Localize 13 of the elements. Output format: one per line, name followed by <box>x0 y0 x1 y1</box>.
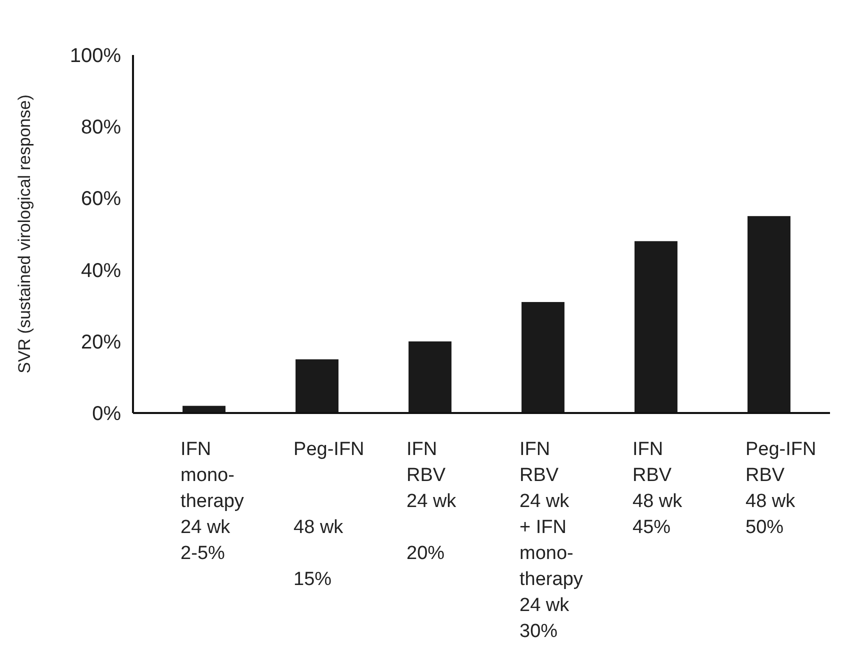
x-tick-label: IFN mono- therapy 24 wk 2-5% <box>180 439 244 564</box>
x-tick-label: IFN RBV 48 wk 45% <box>632 439 683 538</box>
category-label: Peg-IFN 48 wk 15% <box>294 439 364 590</box>
y-tick-label: 100% <box>70 45 122 67</box>
x-tick-label: IFN RBV 24 wk + IFN mono- therapy 24 wk 30% <box>520 439 584 642</box>
category-label: IFN RBV 24 wk 20% <box>406 439 456 564</box>
y-tick-label: 80% <box>80 116 122 139</box>
y-tick-label: 0% <box>92 403 122 425</box>
y-axis-title: SVR (sustained virological response) <box>15 94 34 374</box>
y-tick-label: 20% <box>80 331 122 354</box>
x-tick-label: Peg-IFN RBV 48 wk 50% <box>746 439 816 538</box>
y-tick-label: 40% <box>80 260 122 282</box>
y-tick-label: 60% <box>80 188 122 210</box>
